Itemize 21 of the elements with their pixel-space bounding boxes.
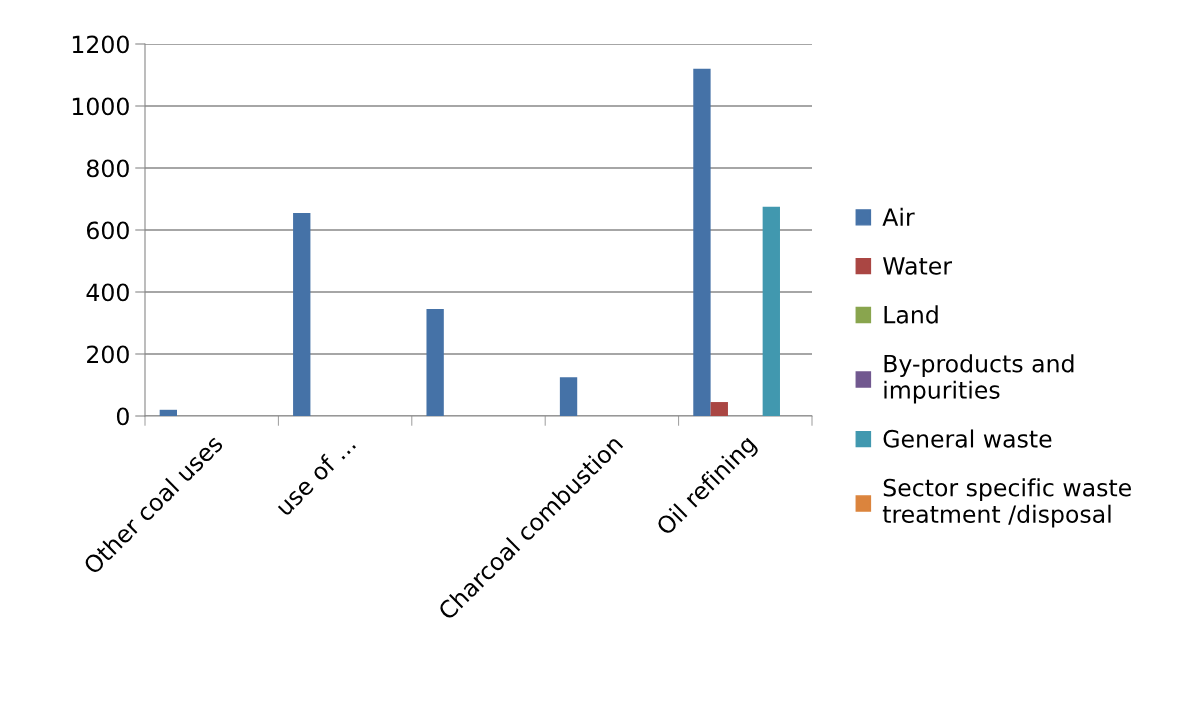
y-tick-label: 600 <box>87 221 129 240</box>
legend-label: Land <box>884 305 938 324</box>
bar <box>559 377 578 416</box>
x-tick-label: use of ... <box>274 434 357 517</box>
legend-label: Air <box>882 207 915 226</box>
bar <box>293 212 311 416</box>
y-tick-label: 1000 <box>72 97 129 116</box>
bar <box>426 309 444 416</box>
y-tick-label: 200 <box>87 345 129 364</box>
bar <box>710 402 728 416</box>
bar <box>159 409 178 416</box>
legend-label: By-products and impurities <box>884 354 1074 404</box>
legend-label: Sector specific waste treatment /disposal <box>882 478 1131 528</box>
y-tick-label: 1200 <box>72 35 129 54</box>
legend-label: Water <box>883 257 953 275</box>
legend-label: General waste <box>883 429 1052 448</box>
y-tick-label: 800 <box>86 159 129 178</box>
bar <box>762 206 780 416</box>
bar <box>693 68 711 416</box>
y-tick-label: 0 <box>116 407 129 426</box>
y-tick-label: 400 <box>86 283 129 302</box>
